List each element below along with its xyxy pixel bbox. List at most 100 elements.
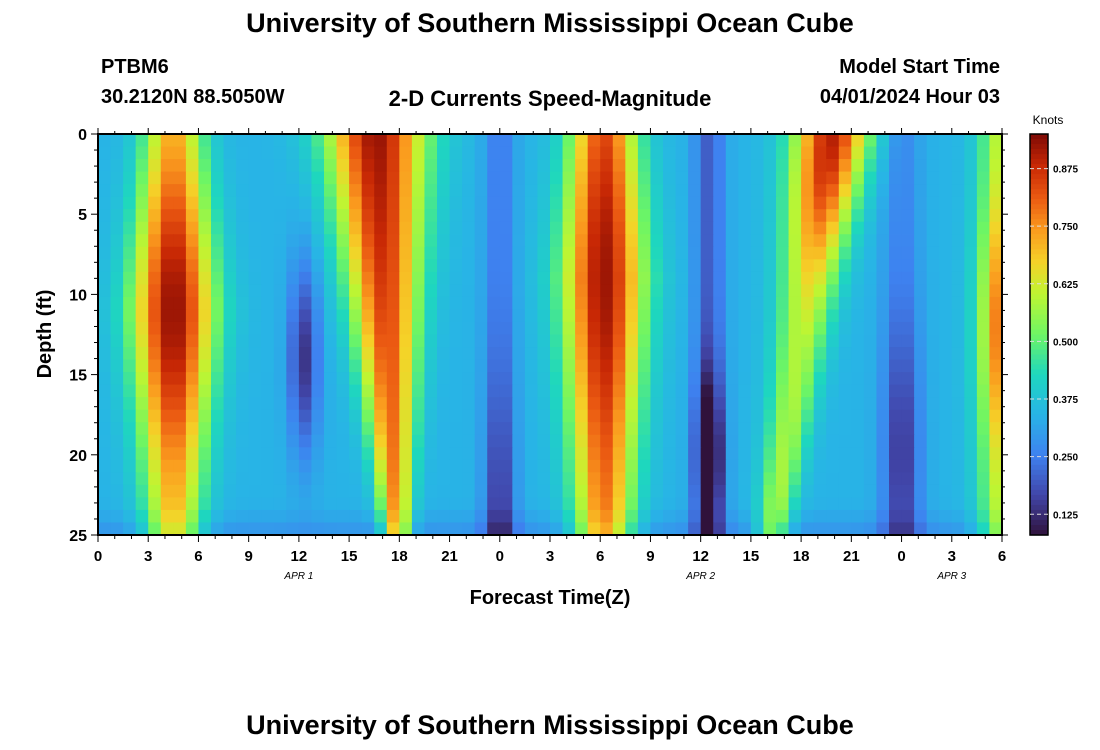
heatmap-cell <box>863 196 878 210</box>
heatmap-cell <box>349 409 363 423</box>
heatmap-cell <box>675 271 689 285</box>
heatmap-cell <box>524 334 539 348</box>
heatmap-cell <box>788 134 802 148</box>
heatmap-cell <box>273 309 287 323</box>
heatmap-cell <box>499 134 513 148</box>
heatmap-cell <box>386 497 400 511</box>
heatmap-cell <box>550 246 564 260</box>
heatmap-cell <box>876 146 890 160</box>
colorbar-swatch <box>1030 164 1048 170</box>
heatmap-cell <box>198 434 212 448</box>
heatmap-cell <box>562 347 576 361</box>
heatmap-cell <box>575 384 589 398</box>
heatmap-cell <box>650 447 664 461</box>
heatmap-cell <box>474 321 488 336</box>
heatmap-cell <box>160 409 174 423</box>
heatmap-cell <box>663 522 677 536</box>
heatmap-cell <box>437 184 451 198</box>
heatmap-cell <box>211 184 225 198</box>
heatmap-cell <box>160 259 174 273</box>
heatmap-cell <box>236 284 250 298</box>
heatmap-cell <box>788 321 802 336</box>
heatmap-cell <box>173 246 187 260</box>
heatmap-cell <box>336 171 350 185</box>
heatmap-cell <box>286 384 300 398</box>
heatmap-cell <box>487 434 501 448</box>
heatmap-cell <box>826 184 840 198</box>
heatmap-cell <box>625 397 639 411</box>
colorbar-swatch <box>1030 254 1048 260</box>
heatmap-cell <box>474 422 488 436</box>
heatmap-cell <box>976 134 991 148</box>
heatmap-cell <box>700 384 714 398</box>
heatmap-cell <box>713 184 727 198</box>
heatmap-cell <box>939 434 953 448</box>
heatmap-cell <box>587 234 601 248</box>
heatmap-cell <box>964 347 978 361</box>
heatmap-cell <box>575 347 589 361</box>
heatmap-cell <box>889 422 903 436</box>
heatmap-cell <box>160 434 174 448</box>
heatmap-cell <box>148 271 162 285</box>
heatmap-cell <box>449 284 463 298</box>
heatmap-cell <box>437 372 451 386</box>
heatmap-cell <box>185 221 200 235</box>
heatmap-cell <box>612 522 626 536</box>
heatmap-cell <box>198 497 212 511</box>
heatmap-cell <box>600 259 614 273</box>
heatmap-cell <box>951 209 965 223</box>
heatmap-cell <box>939 171 953 185</box>
heatmap-cell <box>437 472 451 486</box>
heatmap-cell <box>612 384 626 398</box>
heatmap-cell <box>587 271 601 285</box>
heatmap-cell <box>876 234 890 248</box>
heatmap-cell <box>663 321 677 336</box>
heatmap-cell <box>600 321 614 336</box>
heatmap-cell <box>650 159 664 173</box>
heatmap-cell <box>110 447 124 461</box>
heatmap-cell <box>750 334 765 348</box>
heatmap-cell <box>675 409 689 423</box>
heatmap-cell <box>851 509 865 524</box>
colorbar-swatch <box>1030 359 1048 366</box>
heatmap-cell <box>951 184 965 198</box>
heatmap-cell <box>801 159 815 173</box>
heatmap-cell <box>976 472 991 486</box>
heatmap-cell <box>926 497 940 511</box>
heatmap-cell <box>688 159 702 173</box>
heatmap-cell <box>587 321 601 336</box>
heatmap-cell <box>964 146 978 160</box>
colorbar-swatch <box>1030 394 1048 401</box>
heatmap-cell <box>951 347 965 361</box>
heatmap-cell <box>826 472 840 486</box>
heatmap-cell <box>562 209 576 223</box>
heatmap-cell <box>286 472 300 486</box>
heatmap-cell <box>462 271 476 285</box>
heatmap-cell <box>964 334 978 348</box>
heatmap-cell <box>889 271 903 285</box>
heatmap-cell <box>826 459 840 473</box>
heatmap-cell <box>587 146 601 160</box>
heatmap-cell <box>625 284 639 298</box>
heatmap-cell <box>826 422 840 436</box>
colorbar-swatch <box>1030 249 1048 255</box>
colorbar-swatch <box>1030 419 1048 426</box>
heatmap-cell <box>135 196 149 210</box>
heatmap-cell <box>273 497 287 511</box>
heatmap-cell <box>587 296 601 311</box>
heatmap-cell <box>700 509 714 524</box>
heatmap-cell <box>876 321 890 336</box>
heatmap-cell <box>637 434 652 448</box>
heatmap-cell <box>135 497 149 511</box>
heatmap-cell <box>600 434 614 448</box>
heatmap-cell <box>537 184 551 198</box>
heatmap-cell <box>236 447 250 461</box>
heatmap-cell <box>185 184 200 198</box>
heatmap-cell <box>135 246 149 260</box>
heatmap-cell <box>135 409 149 423</box>
heatmap-cell <box>311 497 325 511</box>
heatmap-cell <box>223 296 237 311</box>
colorbar-tick-label: 0.125 <box>1053 510 1078 521</box>
heatmap-cell <box>399 509 413 524</box>
